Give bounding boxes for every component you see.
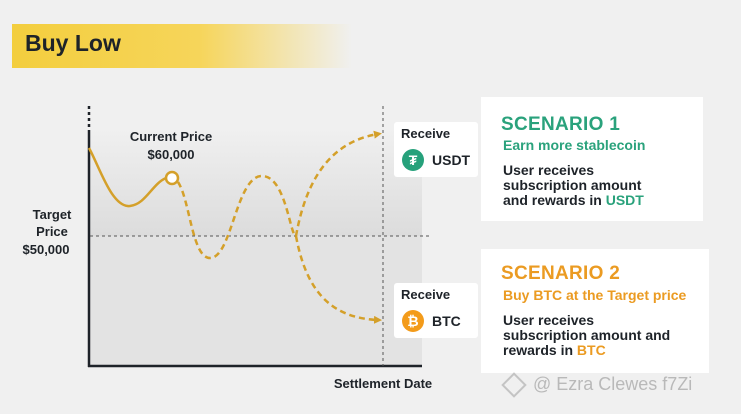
receive-label: Receive <box>401 126 451 141</box>
current-price-label: Current Price <box>130 129 212 144</box>
scenario-1-body: User receives subscription amount and re… <box>503 163 644 208</box>
scenario-1-body-line3: and rewards in USDT <box>503 193 644 208</box>
scenario-2-body-prefix: rewards in <box>503 342 577 358</box>
scenario-2-subtitle: Buy BTC at the Target price <box>503 287 687 303</box>
scenario-1-subtitle: Earn more stablecoin <box>503 137 646 153</box>
price-path-solid <box>87 147 167 208</box>
scenario-1-reward-coin: USDT <box>605 192 644 208</box>
scenario-1-body-line2: subscription amount <box>503 177 642 193</box>
receive-coin-btc: BTC <box>432 313 461 329</box>
branch-up-usdt <box>294 130 382 237</box>
target-label-line1: Target <box>33 207 72 222</box>
watermark: @ Ezra Clewes f7Zi <box>501 371 693 398</box>
scenario-1-title: SCENARIO 1 <box>501 114 621 135</box>
page-title: Buy Low <box>25 30 121 56</box>
current-price-marker <box>164 170 180 186</box>
receive-btc-box: Receive ₿ BTC <box>394 283 478 338</box>
btc-icon: ₿ <box>402 310 424 332</box>
scenario-2-body: User receives subscription amount and re… <box>503 313 670 358</box>
scenario-1-body-line1: User receives <box>503 162 595 178</box>
upper-region <box>90 128 422 236</box>
receive-label: Receive <box>401 287 451 302</box>
receive-usdt-box: Receive ₮ USDT <box>394 122 478 177</box>
price-path-dashed <box>176 174 298 260</box>
scenario-1-body-prefix: and rewards in <box>503 192 606 208</box>
x-axis-label: Settlement Date <box>334 376 432 391</box>
scenario-2-body-line1: User receives <box>503 312 595 328</box>
branch-down-btc <box>294 235 382 324</box>
scenario-2-body-line3: rewards in BTC <box>503 343 670 358</box>
scenario-1-card: SCENARIO 1 Earn more stablecoin User rec… <box>481 97 703 221</box>
current-price-value: $60,000 <box>148 147 195 162</box>
binance-logo-icon <box>501 371 527 398</box>
scenario-2-card: SCENARIO 2 Buy BTC at the Target price U… <box>481 249 709 373</box>
lower-region <box>90 236 422 366</box>
target-label-line2: Price <box>36 224 68 239</box>
scenario-2-reward-coin: BTC <box>576 342 606 358</box>
target-price-value: $50,000 <box>23 242 70 257</box>
title-banner: Buy Low <box>12 24 352 68</box>
usdt-icon: ₮ <box>402 149 424 171</box>
watermark-text: @ Ezra Clewes f7Zi <box>533 374 693 394</box>
receive-coin-usdt: USDT <box>432 152 471 168</box>
scenario-2-title: SCENARIO 2 <box>501 263 621 284</box>
scenario-2-body-line2: subscription amount and <box>503 327 671 343</box>
